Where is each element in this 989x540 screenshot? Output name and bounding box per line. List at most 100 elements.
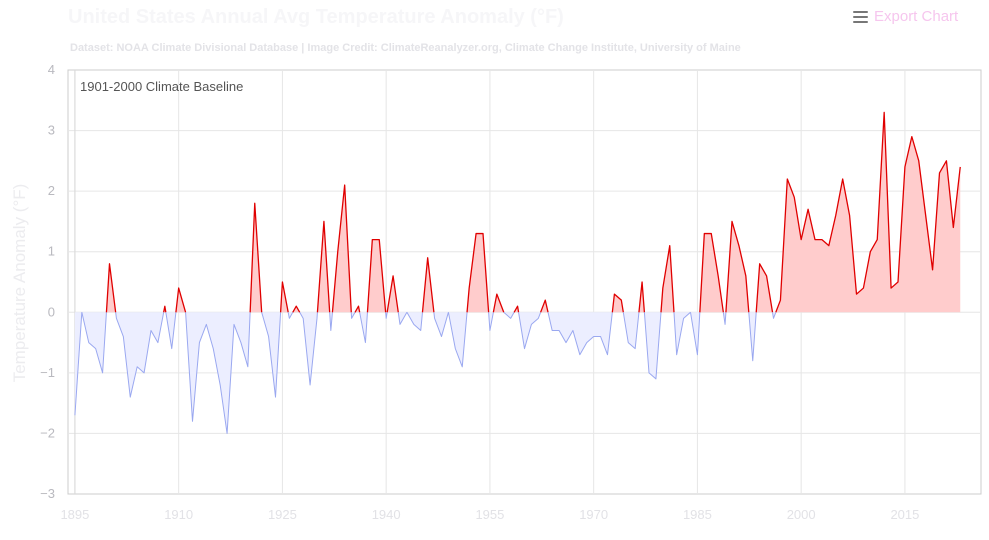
- warm-anomaly-area: [250, 203, 262, 313]
- cool-anomaly-area: [503, 312, 515, 319]
- cool-anomaly-line: [299, 312, 318, 386]
- warm-anomaly-line: [775, 111, 961, 313]
- y-tick-label: 4: [48, 62, 55, 77]
- x-tick-label: 1910: [164, 507, 193, 522]
- cool-anomaly-area: [406, 312, 423, 331]
- cool-anomaly-line: [350, 312, 356, 319]
- x-tick-label: 2015: [890, 507, 919, 522]
- cool-anomaly-area: [433, 312, 449, 337]
- warm-anomaly-area: [725, 221, 749, 313]
- cool-anomaly-line: [397, 312, 408, 325]
- export-chart-button[interactable]: Export Chart: [853, 8, 958, 25]
- cool-anomaly-line: [406, 312, 423, 331]
- warm-anomaly-line: [699, 232, 724, 313]
- x-tick-label: 1955: [475, 507, 504, 522]
- x-tick-label: 1895: [60, 507, 89, 522]
- y-tick-label: −2: [40, 425, 55, 440]
- warm-anomaly-line: [755, 263, 774, 313]
- cool-anomaly-line: [748, 312, 757, 362]
- cool-anomaly-area: [673, 312, 691, 355]
- cool-anomaly-line: [722, 312, 727, 325]
- y-tick-label: 1: [48, 244, 55, 259]
- anomaly-lines: [74, 111, 961, 434]
- warm-anomaly-line: [421, 257, 435, 313]
- warm-anomaly-line: [660, 245, 675, 313]
- x-tick-label: 1925: [268, 507, 297, 522]
- cool-anomaly-line: [433, 312, 449, 338]
- warm-anomaly-line: [354, 305, 361, 313]
- warm-anomaly-line: [279, 281, 289, 313]
- warm-anomaly-area: [387, 275, 399, 313]
- y-tick-label: 0: [48, 304, 55, 319]
- x-tick-label: 2000: [787, 507, 816, 522]
- warm-anomaly-area: [775, 112, 961, 313]
- warm-anomaly-line: [105, 263, 117, 313]
- warm-anomaly-area: [467, 233, 489, 313]
- plot-frame: [67, 69, 982, 495]
- cool-anomaly-line: [673, 311, 691, 356]
- warm-anomaly-line: [466, 232, 490, 313]
- warm-anomaly-line: [725, 220, 750, 313]
- x-tick-label: 1940: [372, 507, 401, 522]
- warm-anomaly-area: [699, 233, 724, 313]
- warm-anomaly-area: [612, 294, 624, 313]
- cool-anomaly-line: [261, 312, 282, 398]
- cool-anomaly-line: [329, 312, 333, 331]
- x-tick-label: 1970: [579, 507, 608, 522]
- warm-anomaly-line: [331, 184, 352, 313]
- cool-anomaly-line: [81, 312, 107, 374]
- warm-anomaly-area: [292, 306, 300, 313]
- warm-anomaly-line: [316, 220, 331, 313]
- cool-anomaly-area: [81, 312, 107, 373]
- x-tick-label: 1985: [683, 507, 712, 522]
- cool-anomaly-area: [299, 312, 318, 385]
- warm-anomaly-line: [163, 305, 167, 313]
- warm-anomaly-line: [292, 305, 301, 313]
- cool-anomaly-line: [287, 312, 294, 319]
- hamburger-menu-icon: [853, 10, 868, 23]
- warm-anomaly-line: [611, 293, 624, 313]
- warm-anomaly-line: [492, 293, 505, 313]
- warm-anomaly-area: [367, 239, 386, 313]
- cool-anomaly-line: [488, 312, 494, 331]
- cool-anomaly-area: [623, 312, 639, 349]
- cool-anomaly-area: [748, 312, 757, 361]
- warm-anomaly-line: [249, 202, 263, 313]
- warm-anomaly-area: [332, 185, 352, 313]
- cool-anomaly-line: [690, 312, 701, 356]
- cool-anomaly-line: [115, 312, 165, 398]
- axes: −3 −2 −1 0 1 2 3 4 1895 1910 1925 1940 1955 1970 1985 2…: [40, 62, 919, 522]
- warm-anomaly-area: [317, 221, 330, 313]
- cool-anomaly-area: [115, 312, 164, 398]
- warm-anomaly-area: [422, 257, 434, 313]
- cool-anomaly-line: [385, 312, 388, 319]
- y-axis-label: Temperature Anomaly (°F): [10, 184, 29, 383]
- anomaly-areas: [74, 112, 961, 434]
- cool-anomaly-line: [447, 312, 468, 368]
- baseline-annotation: 1901-2000 Climate Baseline: [80, 79, 243, 94]
- cool-anomaly-area: [548, 312, 613, 355]
- y-tick-label: −3: [40, 486, 55, 501]
- chart-title: United States Annual Avg Temperature Ano…: [68, 6, 564, 28]
- chart-subtitle: Dataset: NOAA Climate Divisional Databas…: [70, 42, 741, 54]
- cool-anomaly-line: [772, 312, 777, 319]
- y-tick-label: −1: [40, 365, 55, 380]
- cool-anomaly-line: [622, 312, 640, 350]
- cool-anomaly-area: [690, 312, 700, 355]
- warm-anomaly-line: [540, 299, 549, 313]
- warm-anomaly-area: [756, 263, 773, 313]
- cool-anomaly-line: [503, 311, 515, 319]
- y-tick-label: 3: [48, 123, 55, 138]
- cool-anomaly-line: [165, 312, 177, 350]
- warm-anomaly-line: [638, 281, 646, 313]
- warm-anomaly-line: [513, 305, 520, 313]
- y-tick-label: 2: [48, 183, 55, 198]
- cool-anomaly-area: [165, 312, 176, 349]
- cool-anomaly-line: [643, 312, 662, 380]
- cool-anomaly-line: [359, 312, 368, 344]
- cool-anomaly-line: [518, 312, 542, 350]
- warm-anomaly-line: [366, 238, 387, 313]
- warm-anomaly-line: [386, 275, 399, 313]
- warm-anomaly-line: [175, 287, 187, 313]
